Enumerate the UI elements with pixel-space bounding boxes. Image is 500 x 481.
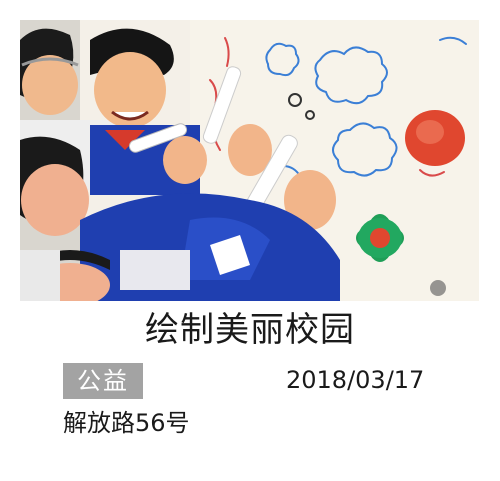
event-address: 解放路56号 (63, 409, 190, 437)
event-date: 2018/03/17 (286, 366, 425, 394)
category-badge: 公益 (63, 363, 143, 399)
event-photo[interactable] (20, 20, 479, 301)
event-title: 绘制美丽校园 (145, 310, 355, 350)
children-drawing-photo (20, 20, 479, 301)
